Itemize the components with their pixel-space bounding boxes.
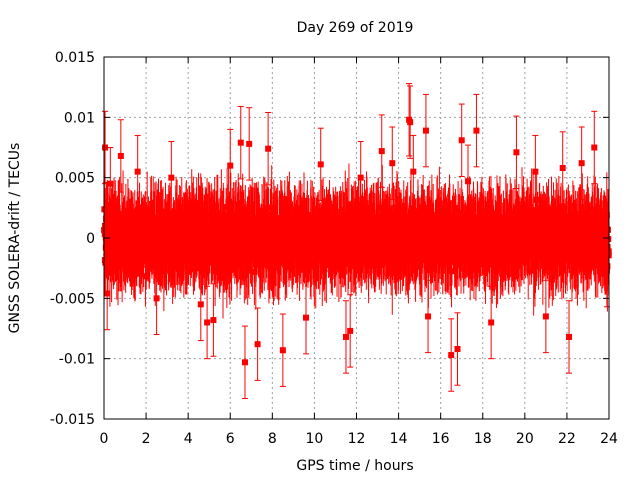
data-point bbox=[153, 261, 160, 336]
data-point bbox=[532, 134, 539, 209]
data-point bbox=[410, 134, 417, 209]
data-point bbox=[347, 294, 354, 368]
data-point bbox=[204, 285, 211, 360]
data-point bbox=[210, 283, 217, 357]
y-tick-label: 0.005 bbox=[55, 171, 95, 187]
data-point bbox=[104, 256, 111, 331]
data-point bbox=[578, 126, 585, 200]
data-point bbox=[454, 312, 461, 386]
data-point bbox=[389, 126, 396, 200]
data-point bbox=[473, 93, 480, 168]
data-point bbox=[591, 110, 598, 185]
x-tick-label: 0 bbox=[100, 431, 109, 447]
y-axis-label: GNSS SOLERA-drift / TECUs bbox=[7, 143, 23, 334]
x-tick-label: 10 bbox=[306, 431, 324, 447]
data-point bbox=[458, 103, 465, 177]
x-tick-label: 2 bbox=[142, 431, 151, 447]
data-point bbox=[342, 300, 349, 374]
x-tick-labels: 0 2 4 6 8 10 12 14 16 18 20 22 24 bbox=[100, 431, 618, 447]
x-tick-label: 20 bbox=[516, 431, 534, 447]
x-tick-label: 22 bbox=[558, 431, 576, 447]
data-point bbox=[378, 114, 385, 188]
ticks bbox=[103, 56, 610, 420]
data-point bbox=[559, 131, 566, 205]
x-tick-label: 12 bbox=[348, 431, 366, 447]
x-tick-label: 18 bbox=[474, 431, 492, 447]
y-tick-label: 0.015 bbox=[55, 50, 95, 66]
x-tick-label: 24 bbox=[600, 431, 618, 447]
data-point bbox=[448, 318, 455, 392]
data-point bbox=[241, 325, 248, 399]
x-tick-label: 8 bbox=[268, 431, 277, 447]
data-point bbox=[246, 107, 253, 181]
data-point bbox=[168, 140, 175, 215]
x-tick-label: 14 bbox=[390, 431, 408, 447]
chart-title: Day 269 of 2019 bbox=[297, 20, 414, 36]
data-layer bbox=[101, 83, 612, 399]
data-point bbox=[317, 127, 324, 202]
data-point bbox=[197, 267, 204, 342]
y-tick-label: 0.01 bbox=[64, 110, 95, 126]
x-tick-label: 16 bbox=[432, 431, 450, 447]
data-point bbox=[134, 134, 141, 209]
data-point bbox=[223, 188, 230, 248]
data-point bbox=[254, 307, 261, 381]
data-point bbox=[465, 144, 472, 218]
data-point bbox=[488, 285, 495, 360]
data-point bbox=[566, 300, 573, 374]
data-point bbox=[102, 110, 109, 185]
data-point bbox=[279, 313, 286, 387]
y-tick-label: 0 bbox=[86, 231, 95, 247]
data-point bbox=[265, 112, 272, 186]
y-tick-label: -0.005 bbox=[50, 291, 95, 307]
y-tick-labels: 0.015 0.01 0.005 0 -0.005 -0.01 -0.015 bbox=[50, 50, 95, 428]
data-point bbox=[422, 93, 429, 168]
data-point bbox=[117, 119, 124, 193]
data-point bbox=[407, 85, 414, 159]
data-point bbox=[425, 279, 432, 354]
y-tick-label: -0.015 bbox=[50, 412, 95, 428]
y-tick-label: -0.01 bbox=[59, 352, 95, 368]
data-point bbox=[513, 115, 520, 190]
data-point bbox=[107, 147, 114, 221]
x-axis-label: GPS time / hours bbox=[296, 458, 413, 474]
data-point bbox=[227, 128, 234, 203]
data-point bbox=[357, 140, 364, 215]
data-point bbox=[303, 280, 309, 355]
x-tick-label: 6 bbox=[226, 431, 235, 447]
data-point bbox=[237, 105, 244, 180]
x-tick-label: 4 bbox=[184, 431, 193, 447]
data-point bbox=[542, 279, 549, 354]
